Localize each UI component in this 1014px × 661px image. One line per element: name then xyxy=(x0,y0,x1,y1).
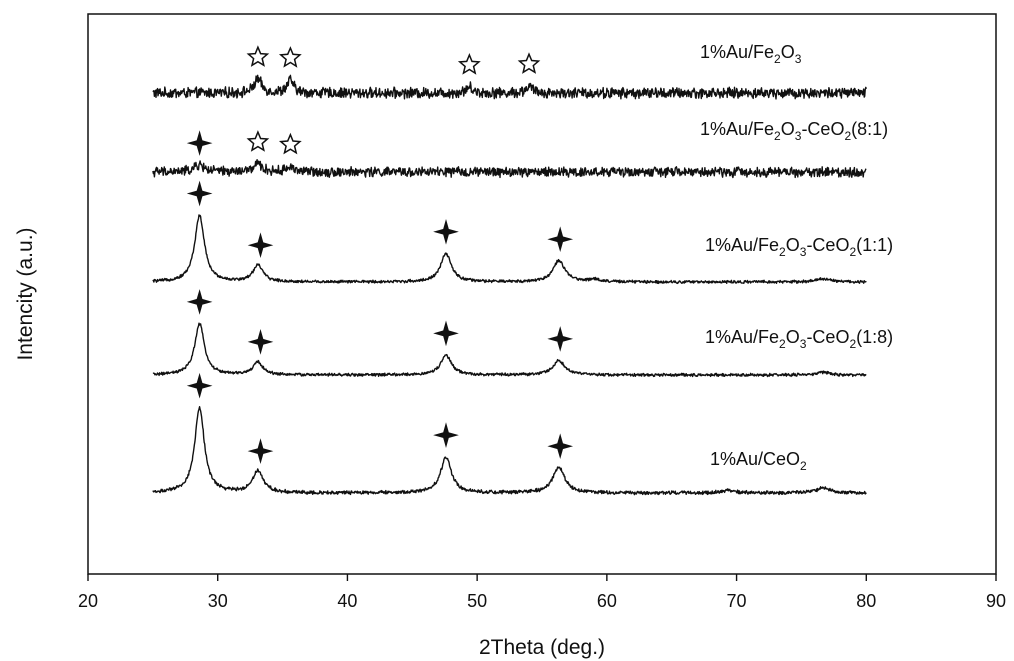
xrd-trace xyxy=(152,322,867,378)
series-label-subscript: 3 xyxy=(800,245,807,259)
fe2o3-peak-marker xyxy=(278,132,302,155)
series-label-text: 1%Au/Fe xyxy=(705,327,779,347)
xrd-trace xyxy=(152,74,867,100)
series-label-text: 1%Au/CeO xyxy=(710,449,800,469)
fe2o3-peak-marker xyxy=(246,130,270,152)
series-label: 1%Au/Fe2O3-CeO2(1:8) xyxy=(705,327,893,351)
ceo2-peak-marker xyxy=(547,326,574,352)
x-tick-label: 70 xyxy=(727,591,747,611)
ceo2-peak-marker xyxy=(433,218,459,245)
xrd-trace xyxy=(152,406,867,496)
fe2o3-peak-marker xyxy=(517,52,541,74)
series-label: 1%Au/CeO2 xyxy=(710,449,807,473)
fe2o3-peak-marker xyxy=(278,46,302,68)
series-label-text: O xyxy=(786,327,800,347)
series-label-text: O xyxy=(786,235,800,255)
ceo2-peak-marker xyxy=(433,320,459,347)
series-label-text: -CeO xyxy=(806,235,849,255)
series-label-text: (1:8) xyxy=(856,327,893,347)
ceo2-peak-marker xyxy=(186,180,213,207)
series-label-text: (1:1) xyxy=(856,235,893,255)
x-tick-label: 40 xyxy=(337,591,357,611)
ceo2-peak-marker xyxy=(247,329,274,355)
ceo2-peak-marker xyxy=(247,232,274,259)
ceo2-peak-marker xyxy=(186,289,213,315)
series-label: 1%Au/Fe2O3-CeO2(1:1) xyxy=(705,235,893,259)
series-label-text: O xyxy=(781,42,795,62)
series-label-subscript: 3 xyxy=(795,129,802,143)
x-tick-label: 20 xyxy=(78,591,98,611)
series-label-text: 1%Au/Fe xyxy=(700,119,774,139)
series-label-text: 1%Au/Fe xyxy=(705,235,779,255)
ceo2-peak-marker xyxy=(186,130,213,156)
series-labels: 1%Au/Fe2O31%Au/Fe2O3-CeO2(8:1)1%Au/Fe2O3… xyxy=(700,42,893,473)
ceo2-peak-marker xyxy=(247,438,274,464)
series-label-text: 1%Au/Fe xyxy=(700,42,774,62)
series-traces xyxy=(152,74,867,496)
peak-markers xyxy=(186,45,574,464)
series-label-subscript: 2 xyxy=(800,459,807,473)
plot-frame xyxy=(87,13,997,575)
ceo2-peak-marker xyxy=(186,372,213,399)
x-axis-title: 2Theta (deg.) xyxy=(479,636,605,659)
series-label-text: (8:1) xyxy=(851,119,888,139)
xrd-trace xyxy=(152,158,867,179)
series-label-text: -CeO xyxy=(806,327,849,347)
x-tick-label: 90 xyxy=(986,591,1006,611)
series-label-subscript: 2 xyxy=(849,245,856,259)
x-tick-label: 60 xyxy=(597,591,617,611)
x-tick-label: 50 xyxy=(467,591,487,611)
ceo2-peak-marker xyxy=(547,433,574,460)
series-label-subscript: 2 xyxy=(774,129,781,143)
series-label-subscript: 3 xyxy=(800,337,807,351)
series-label-subscript: 2 xyxy=(844,129,851,143)
y-axis-title: Intencity (a.u.) xyxy=(14,227,37,360)
ceo2-peak-marker xyxy=(547,226,574,253)
ceo2-peak-marker xyxy=(433,422,459,448)
series-label-subscript: 2 xyxy=(774,52,781,66)
series-label-subscript: 3 xyxy=(795,52,802,66)
series-label: 1%Au/Fe2O3-CeO2(8:1) xyxy=(700,119,888,143)
fe2o3-peak-marker xyxy=(246,45,270,67)
series-label-subscript: 2 xyxy=(779,245,786,259)
series-label-subscript: 2 xyxy=(779,337,786,351)
series-label-text: -CeO xyxy=(801,119,844,139)
fe2o3-peak-marker xyxy=(457,53,481,75)
x-tick-label: 30 xyxy=(208,591,228,611)
series-label-subscript: 2 xyxy=(849,337,856,351)
x-axis: 20 30 40 50 60 70 80 90 xyxy=(78,574,1006,611)
series-label: 1%Au/Fe2O3 xyxy=(700,42,802,66)
xrd-trace xyxy=(152,214,867,285)
series-label-text: O xyxy=(781,119,795,139)
x-tick-label: 80 xyxy=(856,591,876,611)
